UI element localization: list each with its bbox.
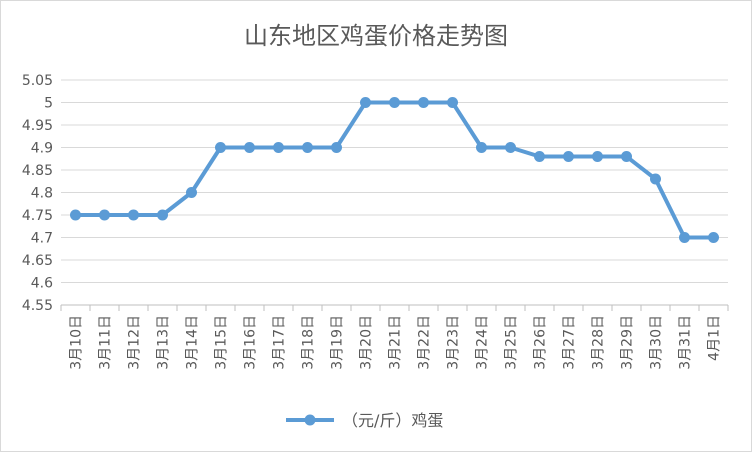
x-axis [60, 304, 729, 311]
gridlines [61, 79, 728, 306]
data-point [708, 232, 719, 243]
x-tick-label: 3月22日 [417, 315, 433, 370]
x-tick-label: 3月12日 [127, 315, 143, 370]
x-tick-label: 3月24日 [475, 315, 491, 370]
data-point [563, 151, 574, 162]
data-point [650, 173, 661, 185]
data-point [99, 209, 110, 221]
x-tick-label: 3月31日 [678, 315, 694, 370]
legend-marker [304, 414, 316, 426]
y-tick-label: 4.85 [22, 163, 53, 179]
y-tick-label: 4.9 [31, 141, 53, 157]
y-tick-label: 4.55 [22, 298, 53, 314]
y-tick-label: 4.95 [22, 118, 53, 134]
y-axis-ticks: 5.05 5 4.95 4.9 4.85 4.8 4.75 4.7 4.65 4.6 4.55 [22, 73, 53, 314]
x-tick-label: 3月18日 [301, 315, 317, 370]
x-axis-ticks: 3月10日 3月11日 3月12日 3月13日 3月14日 3月15日 3月16日 3月17日… [69, 315, 723, 370]
data-point [70, 209, 81, 221]
data-point [302, 142, 313, 153]
data-point [447, 97, 458, 108]
x-tick-label: 4月1日 [707, 315, 723, 361]
data-point [418, 97, 429, 108]
x-tick-label: 3月11日 [98, 315, 114, 370]
y-tick-label: 4.65 [22, 253, 53, 269]
x-tick-label: 3月25日 [504, 315, 520, 370]
data-point [389, 97, 400, 108]
x-tick-label: 3月19日 [330, 315, 346, 370]
data-point [215, 142, 226, 153]
data-point [679, 232, 690, 243]
x-tick-label: 3月17日 [272, 315, 288, 370]
series-layer [70, 97, 719, 243]
data-point [476, 142, 487, 153]
x-tick-label: 3月29日 [620, 315, 636, 370]
x-tick-label: 3月16日 [243, 315, 259, 370]
data-point [157, 209, 168, 221]
data-point [592, 151, 603, 162]
x-tick-label: 3月14日 [185, 315, 201, 370]
y-tick-label: 4.75 [22, 208, 53, 224]
data-point [128, 209, 139, 221]
data-point [534, 151, 545, 162]
data-point [244, 142, 255, 153]
y-tick-label: 4.8 [31, 186, 53, 202]
y-tick-label: 5 [44, 96, 53, 112]
data-point [621, 151, 632, 162]
data-point [331, 142, 342, 153]
data-point [273, 142, 284, 153]
data-point [186, 187, 197, 198]
x-tick-label: 3月21日 [388, 315, 404, 370]
chart-title: 山东地区鸡蛋价格走势图 [244, 22, 508, 50]
y-tick-label: 5.05 [22, 73, 53, 89]
x-tick-label: 3月13日 [156, 315, 172, 370]
x-tick-label: 3月27日 [562, 315, 578, 370]
x-tick-label: 3月10日 [69, 315, 85, 370]
x-tick-label: 3月15日 [214, 315, 230, 370]
x-tick-label: 3月30日 [649, 315, 665, 370]
y-tick-label: 4.7 [31, 231, 53, 247]
data-point [505, 142, 516, 153]
x-tick-label: 3月28日 [591, 315, 607, 370]
x-tick-label: 3月26日 [533, 315, 549, 370]
x-tick-label: 3月20日 [359, 315, 375, 370]
legend-label: （元/斤）鸡蛋 [342, 411, 443, 430]
data-point [360, 97, 371, 108]
x-tick-label: 3月23日 [446, 315, 462, 370]
legend: （元/斤）鸡蛋 [286, 411, 443, 430]
y-tick-label: 4.6 [31, 276, 53, 292]
